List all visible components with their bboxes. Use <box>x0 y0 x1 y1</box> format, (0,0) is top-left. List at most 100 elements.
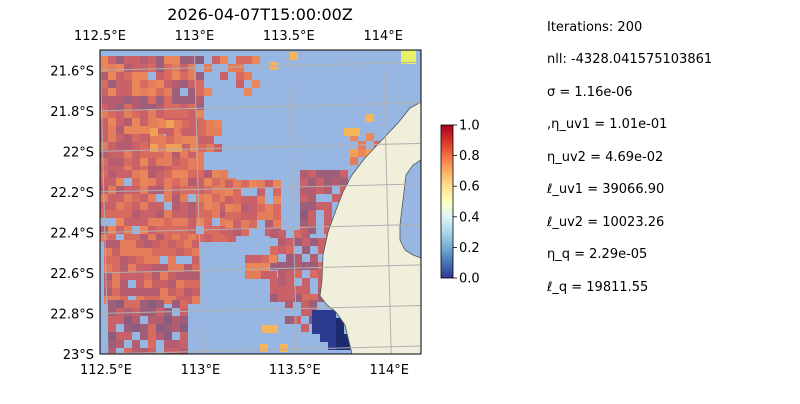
field-cell <box>148 158 156 166</box>
field-cell <box>308 218 316 226</box>
field-cell <box>112 264 120 272</box>
field-cell <box>108 348 116 354</box>
field-cell <box>233 204 241 212</box>
field-cell <box>132 96 140 104</box>
field-cell <box>172 72 180 80</box>
field-cell <box>192 272 200 280</box>
field-cell <box>273 180 281 188</box>
field-cell <box>164 150 172 158</box>
field-cell <box>332 178 340 186</box>
lat-tick-label-3: 22.2°S <box>50 186 94 201</box>
field-cell <box>164 324 172 332</box>
field-cell <box>278 294 286 302</box>
field-cell <box>104 272 112 280</box>
field-cell <box>140 234 148 242</box>
lat-tick-label-0: 21.6°S <box>50 64 94 79</box>
field-cell <box>180 72 188 80</box>
field-cell <box>148 218 156 226</box>
field-cell <box>285 300 293 308</box>
field-cell <box>108 308 116 316</box>
field-cell <box>144 272 152 280</box>
axis-ticks: 112.5°E 112.5°E 113°E 113°E 113.5°E 113.5°E 11… <box>50 29 409 378</box>
field-cell <box>220 178 228 186</box>
field-cell <box>301 300 309 308</box>
field-cell <box>148 348 156 354</box>
field-cell <box>309 300 317 308</box>
field-cell <box>220 194 228 202</box>
field-cell <box>112 272 120 280</box>
field-cell <box>198 136 206 144</box>
field-cell <box>350 149 358 157</box>
field-cell <box>316 186 324 194</box>
field-cell <box>120 272 128 280</box>
field-cell <box>290 52 298 60</box>
field-cell <box>144 256 152 264</box>
field-cell <box>228 234 236 242</box>
field-cell <box>148 170 156 178</box>
field-cell <box>132 104 140 112</box>
field-cell <box>324 218 332 226</box>
field-cell <box>108 178 116 186</box>
field-cell <box>196 150 204 158</box>
field-cell-low <box>336 318 344 326</box>
field-cell <box>108 316 116 324</box>
field-cell <box>116 340 124 348</box>
field-cell <box>293 316 301 324</box>
field-cell <box>156 80 164 88</box>
field-cell <box>196 186 204 194</box>
field-cell <box>132 170 140 178</box>
field-cell <box>108 210 116 218</box>
field-cell <box>269 255 277 263</box>
colorbar-tick-label-3: 0.4 <box>459 210 480 225</box>
field-cell <box>324 202 332 210</box>
field-cell <box>136 256 144 264</box>
field-cell <box>324 178 332 186</box>
field-cell <box>148 210 156 218</box>
field-cell <box>286 262 294 270</box>
field-cell <box>124 194 132 202</box>
field-cell <box>192 248 200 256</box>
stat-nll: nll: -4328.041575103861 <box>547 52 713 67</box>
field-cell <box>160 280 168 288</box>
field-cell <box>249 212 257 220</box>
field-cell <box>100 64 108 72</box>
field-cell <box>300 186 308 194</box>
field-cell <box>132 210 140 218</box>
stat-eta-uv2: η_uv2 = 4.69e-02 <box>547 150 664 165</box>
field-cell <box>100 150 108 158</box>
field-cell <box>188 150 196 158</box>
field-cell <box>132 340 140 348</box>
field-cell <box>174 144 182 152</box>
field-cell <box>310 238 318 246</box>
field-cell <box>308 202 316 210</box>
field-cell <box>192 280 200 288</box>
field-cell <box>310 270 318 278</box>
field-cell <box>120 256 128 264</box>
field-cell <box>120 280 128 288</box>
field-cell <box>245 271 253 279</box>
field-cell <box>182 128 190 136</box>
field-cell <box>286 294 294 302</box>
field-cell <box>310 254 318 262</box>
field-cell <box>160 240 168 248</box>
gridline-lat-4 <box>100 223 421 233</box>
field-cell <box>156 104 164 112</box>
field-cell <box>116 202 124 210</box>
field-cell <box>172 158 180 166</box>
field-cell <box>140 80 148 88</box>
field-cell <box>294 254 302 262</box>
field-cell <box>166 128 174 136</box>
field-cell <box>204 170 212 178</box>
field-cell <box>148 332 156 340</box>
colorbar-ticks: 1.0 0.8 0.6 0.4 0.2 0.0 <box>453 119 480 287</box>
field-cell <box>124 234 132 242</box>
field-cell <box>172 348 180 354</box>
field-cell <box>300 202 308 210</box>
field-cell <box>180 80 188 88</box>
field-cell <box>225 204 233 212</box>
field-cell <box>257 180 265 188</box>
field-cell <box>168 280 176 288</box>
field-cell <box>286 278 294 286</box>
field-cell <box>156 96 164 104</box>
field-cell <box>172 96 180 104</box>
